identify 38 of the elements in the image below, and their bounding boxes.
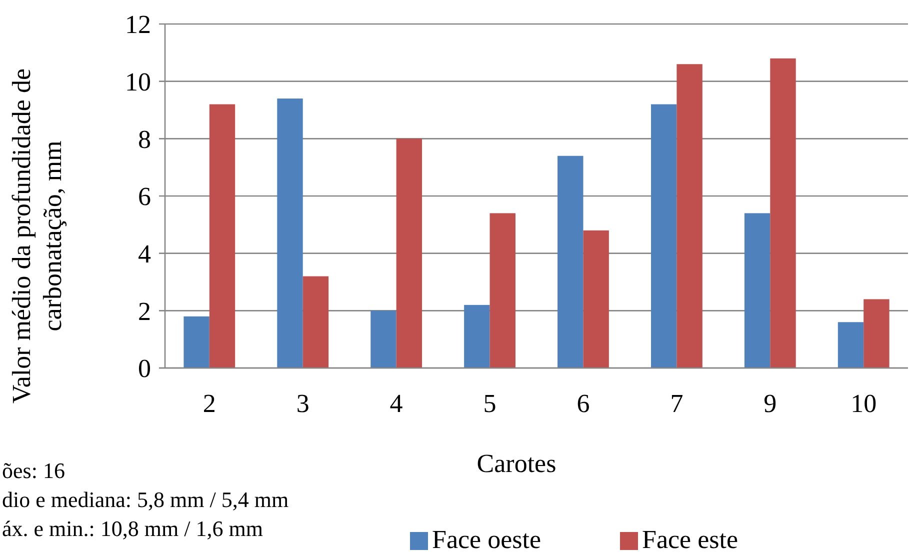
x-tick-label: 2: [202, 389, 216, 418]
bar: [583, 230, 609, 368]
legend-label: Face este: [642, 525, 738, 554]
bar: [370, 310, 396, 368]
text: ões: 16: [2, 458, 65, 483]
x-tick-label: 5: [483, 389, 496, 418]
y-tick-label: 2: [138, 296, 151, 326]
text: dio e mediana: 5,8 mm / 5,4 mm: [2, 487, 289, 512]
y-tick-label: 10: [125, 67, 151, 96]
bar: [184, 316, 210, 368]
legend-label: Face oeste: [432, 525, 542, 554]
bar: [464, 304, 490, 368]
x-tick-label: 6: [576, 389, 590, 418]
y-tick-label: 12: [125, 10, 151, 40]
y-tick-label: 6: [138, 182, 151, 212]
x-tick-label: 7: [670, 389, 684, 418]
bar: [490, 213, 516, 368]
bar: [650, 104, 677, 368]
bar: [676, 64, 702, 368]
y-tick-label: 0: [138, 354, 151, 384]
y-tick-label: 4: [138, 239, 151, 268]
bar: [396, 138, 422, 368]
x-tick-label: 10: [850, 389, 877, 418]
bar: [770, 58, 796, 368]
x-axis-title: Carotes: [476, 449, 556, 478]
text: áx. e min.: 10,8 mm / 1,6 mm: [2, 516, 263, 541]
bar: [277, 98, 303, 368]
bar: [744, 213, 770, 368]
x-tick-label: 9: [764, 389, 777, 418]
x-tick-label: 3: [296, 389, 310, 418]
bar: [864, 299, 890, 368]
bar: [838, 322, 864, 368]
bar: [558, 156, 584, 368]
x-tick-label: 4: [390, 389, 403, 418]
bar: [209, 104, 236, 368]
bar: [302, 276, 329, 368]
y-axis-title: Valor médio da profundidade de carbonatação, mm: [7, 68, 67, 404]
y-tick-label: 8: [138, 124, 151, 154]
